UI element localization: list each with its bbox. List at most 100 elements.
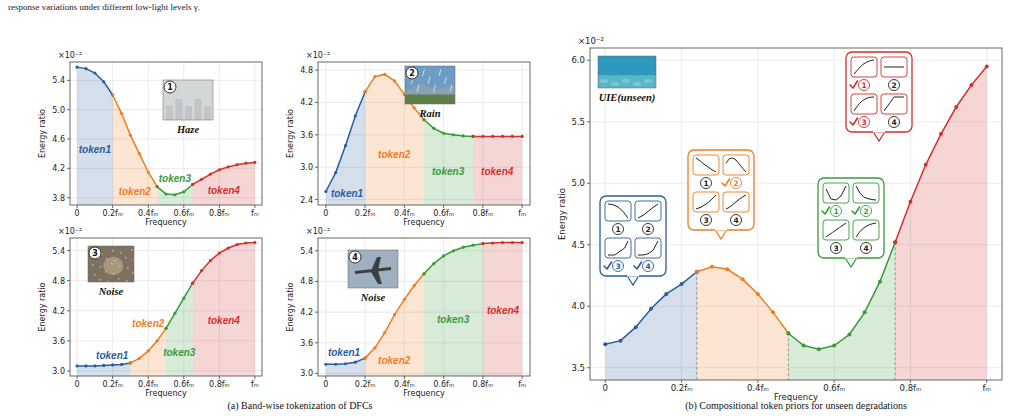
- marker: [521, 241, 524, 244]
- y-tick-label: 4.2: [300, 98, 313, 107]
- marker: [680, 282, 684, 286]
- marker: [236, 163, 239, 166]
- mini-badge-circle: [859, 117, 870, 128]
- marker: [452, 133, 455, 136]
- y-axis-title: Energy ratio: [286, 282, 295, 331]
- marker: [501, 135, 504, 138]
- y-tick-label: 4.0: [571, 301, 585, 311]
- y-tick: [587, 367, 590, 368]
- x-tick-label: 0: [75, 380, 80, 389]
- thumb-part: [434, 85, 436, 92]
- x-tick: [219, 205, 220, 208]
- thumb-part: [598, 75, 656, 88]
- mini-badge: 1: [861, 81, 866, 90]
- marker: [156, 185, 159, 188]
- marker: [209, 259, 212, 262]
- mini-plot: [693, 192, 719, 212]
- token-boundary: [696, 272, 697, 380]
- token-area: [166, 283, 193, 376]
- x-axis-title: Frequency: [403, 389, 445, 398]
- y-tick: [587, 183, 590, 184]
- plot-frame: [318, 62, 530, 205]
- x-tick: [482, 205, 483, 208]
- thumb: [598, 56, 656, 88]
- y-multiplier: ×10⁻²: [578, 36, 604, 46]
- thumb-part: [405, 83, 455, 104]
- marker: [138, 152, 141, 155]
- marker: [481, 242, 484, 245]
- x-tick: [112, 376, 113, 379]
- marker: [173, 312, 176, 315]
- thumb-part: [113, 273, 115, 275]
- y-tick-label: 3.6: [300, 339, 313, 348]
- token-area: [788, 242, 895, 380]
- x-tick-label: 0.2fₘ: [355, 380, 376, 389]
- mini-curve: [826, 186, 846, 200]
- plot-bg: [70, 238, 262, 376]
- mini-curve: [696, 195, 716, 209]
- mini-plot: [605, 201, 631, 221]
- mini-curve: [854, 97, 874, 111]
- mini-badge: 2: [863, 207, 868, 216]
- y-tick-label: 5.4: [300, 247, 313, 256]
- token-line: [326, 92, 365, 192]
- check-mark: [852, 207, 860, 214]
- token-area: [130, 328, 166, 376]
- y-tick: [587, 60, 590, 61]
- badge: 2: [409, 69, 415, 78]
- marker: [634, 325, 638, 329]
- x-tick-label: 0.8fₘ: [900, 383, 922, 393]
- x-tick: [325, 205, 326, 208]
- y-multiplier: ×10⁻²: [306, 51, 330, 60]
- y-tick: [315, 102, 318, 103]
- mini-badge-circle: [831, 243, 842, 254]
- annotation: Rain: [418, 108, 440, 119]
- thumb: [405, 66, 455, 104]
- token-line: [113, 95, 157, 187]
- x-tick-label: 0.6fₘ: [174, 209, 195, 218]
- marker: [471, 135, 474, 138]
- thumb-part: [428, 77, 430, 84]
- x-axis-title: Frequency: [774, 392, 818, 402]
- marker: [364, 90, 367, 93]
- token-label: token2: [132, 318, 165, 329]
- marker: [741, 277, 745, 281]
- marker: [191, 183, 194, 186]
- token-line: [424, 244, 483, 274]
- marker: [771, 310, 775, 314]
- x-tick: [443, 205, 444, 208]
- token-line: [473, 136, 522, 138]
- check-mark: [822, 207, 830, 214]
- thumb-part: [120, 252, 122, 254]
- x-tick: [254, 376, 255, 379]
- callout-box: [846, 52, 912, 132]
- marker: [452, 249, 455, 252]
- y-tick-label: 4.2: [300, 308, 313, 317]
- mini-badge: 1: [833, 207, 838, 216]
- check-mark: [604, 262, 612, 269]
- plot-bg: [318, 238, 530, 376]
- mini-badge-circle: [831, 206, 842, 217]
- mini-badge-circle: [861, 206, 872, 217]
- token-label: token3: [163, 347, 196, 358]
- mini-plot: [851, 57, 877, 77]
- mini-curve: [638, 204, 658, 218]
- mini-badge: 4: [645, 262, 650, 271]
- plot-bg: [590, 48, 1002, 380]
- y-tick: [67, 139, 70, 140]
- mini-curve: [856, 186, 876, 200]
- marker: [236, 243, 239, 246]
- marker: [84, 364, 87, 367]
- thumb-part: [405, 95, 455, 105]
- marker: [164, 327, 167, 330]
- y-tick: [315, 312, 318, 313]
- callout: 1234: [818, 178, 884, 267]
- marker: [334, 171, 337, 174]
- thumb-part: [622, 79, 630, 83]
- x-tick-label: 0.6fₘ: [174, 380, 195, 389]
- mini-badge: 4: [891, 118, 896, 127]
- y-tick-label: 4.6: [52, 135, 65, 144]
- token-line: [605, 272, 697, 345]
- mini-curve: [884, 97, 904, 111]
- thumb-part: [105, 271, 107, 273]
